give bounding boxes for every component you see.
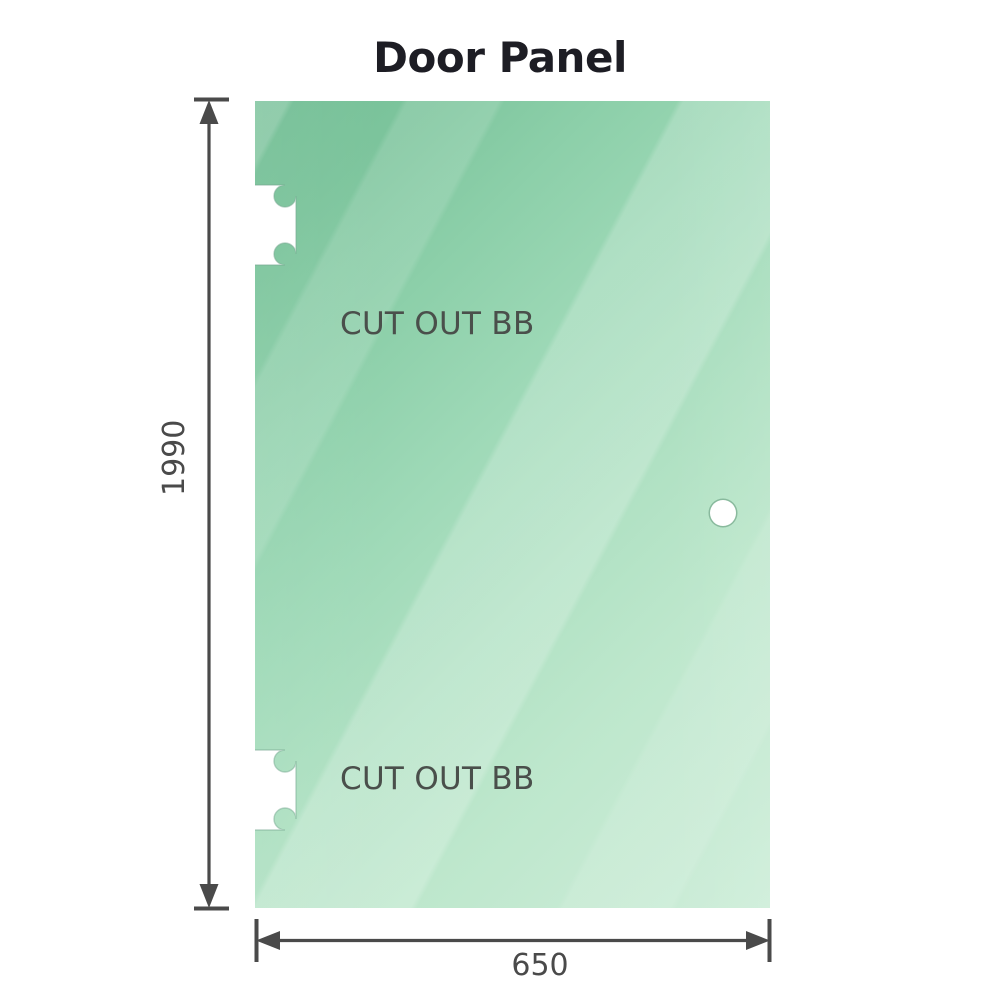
arrowhead-left bbox=[256, 931, 280, 950]
glass-door-panel: CUT OUT BB CUT OUT BB bbox=[255, 101, 770, 908]
handle-hole bbox=[710, 500, 736, 526]
arrowhead-down bbox=[199, 884, 219, 908]
dimension-height-label: 1990 bbox=[157, 419, 192, 496]
cutout-upper-bb bbox=[255, 183, 300, 267]
cutout-label-upper: CUT OUT BB bbox=[340, 306, 535, 342]
page-title: Door Panel bbox=[373, 33, 627, 82]
arrowhead-up bbox=[199, 100, 219, 124]
cutout-label-lower: CUT OUT BB bbox=[340, 761, 535, 797]
arrowhead-right bbox=[746, 931, 770, 950]
cutout-lower-bb bbox=[255, 748, 300, 832]
dimension-width-label: 650 bbox=[511, 948, 569, 983]
